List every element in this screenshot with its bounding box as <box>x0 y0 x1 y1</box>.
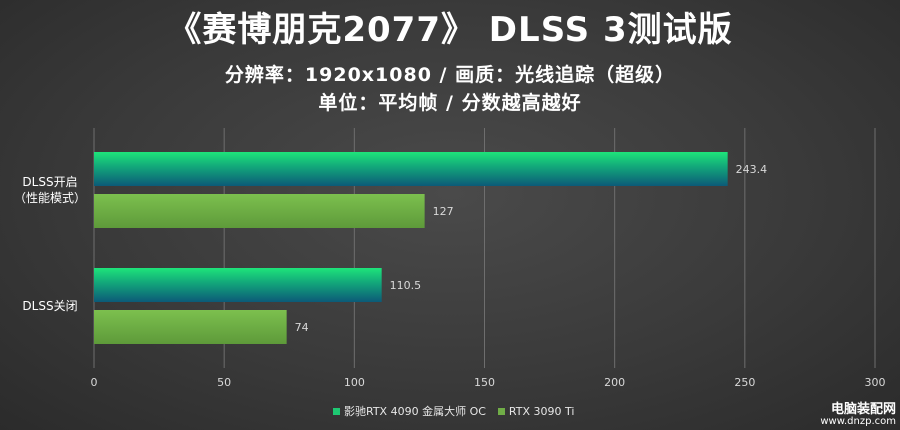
watermark-url: www.dnzp.com <box>820 416 896 427</box>
legend-label-rtx3090ti: RTX 3090 Ti <box>508 404 575 418</box>
category-label-1: DLSS关闭 <box>22 299 77 313</box>
data-label-rtx4090-cat1: 110.5 <box>390 279 422 292</box>
bar-rtx3090ti-cat0 <box>94 194 425 228</box>
x-tick-label-300: 300 <box>865 376 886 389</box>
legend-label-rtx4090: 影驰RTX 4090 金属大师 OC <box>344 405 486 418</box>
x-tick-label-0: 0 <box>91 376 98 389</box>
x-tick-label-200: 200 <box>604 376 625 389</box>
bar-rtx4090-cat0 <box>94 152 728 186</box>
legend-swatch-rtx3090ti <box>497 407 505 415</box>
x-tick-label-250: 250 <box>734 376 755 389</box>
chart-subtitle-unit: 单位：平均帧 / 分数越高越好 <box>318 92 582 114</box>
bar-rtx3090ti-cat1 <box>94 310 287 344</box>
x-tick-label-150: 150 <box>474 376 495 389</box>
data-label-rtx4090-cat0: 243.4 <box>736 163 768 176</box>
category-label-0: DLSS开启（性能模式） <box>14 175 86 205</box>
watermark-site-name: 电脑装配网 <box>830 402 896 417</box>
x-tick-label-50: 50 <box>217 376 231 389</box>
watermark: 电脑装配网 www.dnzp.com <box>820 402 896 428</box>
chart-title: 《赛博朋克2077》 DLSS 3测试版 <box>167 10 733 50</box>
chart-legend: 影驰RTX 4090 金属大师 OC RTX 3090 Ti <box>333 403 586 419</box>
data-label-rtx3090ti-cat1: 74 <box>295 321 309 334</box>
legend-item-rtx3090ti: RTX 3090 Ti <box>497 404 575 418</box>
chart-subtitle-settings: 分辨率：1920x1080 / 画质：光线追踪（超级） <box>224 64 676 86</box>
data-label-rtx3090ti-cat0: 127 <box>433 205 454 218</box>
legend-item-rtx4090: 影驰RTX 4090 金属大师 OC <box>333 403 486 419</box>
legend-swatch-rtx4090 <box>333 407 340 415</box>
bar-rtx4090-cat1 <box>94 268 382 302</box>
x-tick-label-100: 100 <box>344 376 365 389</box>
